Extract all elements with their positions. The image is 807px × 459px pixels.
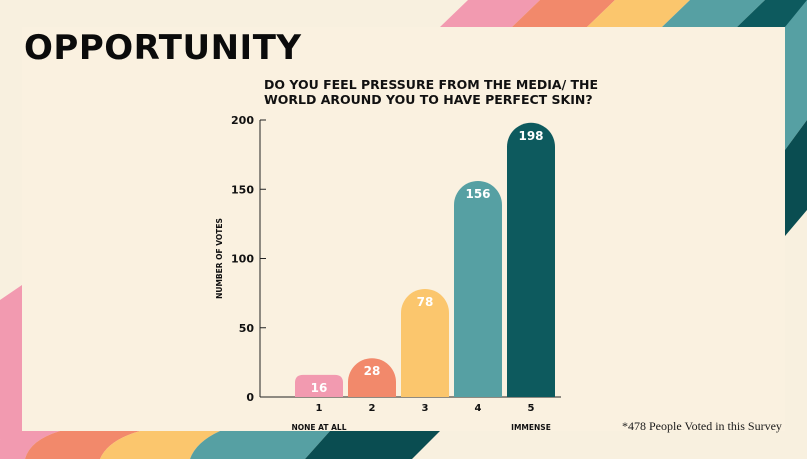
stripe-bottom-pink	[0, 431, 60, 459]
y-tick-label: 100	[231, 253, 254, 266]
stripe-left-pink	[0, 285, 22, 440]
stripe-teal-top	[662, 0, 765, 27]
y-tick-label: 150	[231, 183, 254, 196]
y-axis-label: NUMBER OF VOTES	[215, 218, 224, 299]
bar-value-label: 198	[518, 129, 543, 143]
stripe-bottom-yellow	[100, 431, 220, 459]
x-tick-label: 5	[528, 403, 535, 414]
chart-title: DO YOU FEEL PRESSURE FROM THE MEDIA/ THE…	[264, 77, 599, 107]
stripe-coral-top	[512, 0, 615, 27]
bar-chart: 0 50 100 150 200 NUMBER OF VOTES 16 1 28 2 78 3 156 4…	[215, 114, 561, 432]
survey-footnote: *478 People Voted in this Survey	[622, 419, 782, 433]
bar-2	[348, 358, 396, 397]
scale-high-label: IMMENSE	[511, 423, 551, 432]
stripe-bottom-teal	[190, 431, 330, 459]
x-tick-label: 3	[422, 403, 429, 414]
stripe-bottom-coral	[25, 431, 140, 459]
bar-3	[401, 288, 449, 397]
bar-value-label: 156	[465, 187, 490, 201]
bar-5	[507, 122, 555, 397]
page-title: OPPORTUNITY	[24, 28, 302, 68]
bar-1	[295, 374, 343, 397]
stripe-right-dark	[785, 120, 807, 236]
stripe-right-teal	[785, 0, 807, 150]
bar-value-label: 16	[311, 381, 328, 395]
stripe-bottom-darkteal	[305, 431, 440, 459]
bar-4	[454, 180, 502, 397]
stripe-pink-top	[440, 0, 540, 27]
x-tick-label: 4	[475, 403, 482, 414]
x-tick-label: 1	[316, 403, 323, 414]
y-tick-label: 50	[239, 322, 255, 335]
bar-value-label: 28	[364, 364, 381, 378]
y-tick-label: 200	[231, 114, 254, 127]
x-tick-label: 2	[369, 403, 376, 414]
y-tick-label: 0	[246, 391, 254, 404]
stripe-darkteal-top	[737, 0, 807, 27]
scale-low-label: NONE AT ALL	[292, 423, 347, 432]
stripe-yellow-top	[587, 0, 690, 27]
bar-value-label: 78	[417, 295, 434, 309]
